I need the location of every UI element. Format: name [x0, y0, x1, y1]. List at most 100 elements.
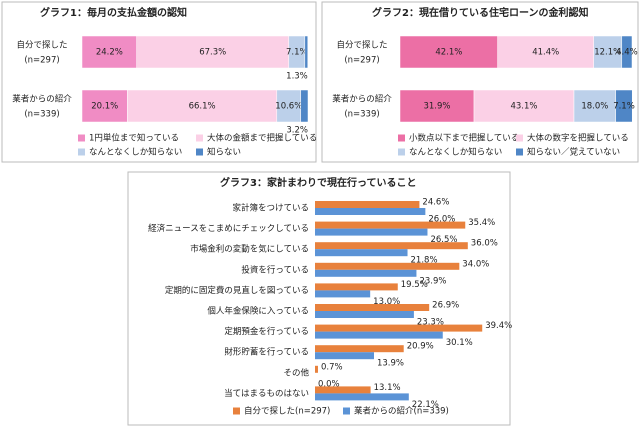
bar-segment	[81, 89, 128, 123]
bar	[315, 324, 483, 332]
legend-label: 知らない／覚えていない	[527, 147, 620, 158]
legend-label: 自分で探した(n=297)	[244, 406, 330, 417]
category-label: 業者からの紹介	[12, 94, 72, 105]
bar-segment	[399, 35, 498, 69]
legend-swatch	[78, 134, 85, 142]
bar-segment	[300, 89, 309, 123]
value-label: 0.7%	[321, 362, 343, 372]
category-label: 自分で探した	[16, 40, 67, 51]
value-label: 24.2%	[96, 48, 123, 58]
value-label: 36.0%	[471, 239, 498, 249]
bar	[315, 228, 428, 236]
category-label: 家計簿をつけている	[232, 203, 309, 214]
category-label: 個人年金保険に入っている	[207, 306, 309, 317]
bar	[315, 290, 371, 298]
legend-swatch	[516, 148, 523, 156]
value-label: 30.1%	[446, 338, 473, 348]
value-label: 23.9%	[419, 276, 446, 286]
bar	[315, 386, 371, 394]
legend-swatch	[78, 148, 85, 156]
value-label: 13.9%	[377, 359, 404, 369]
bar	[315, 221, 466, 229]
legend-label: 小数点以下まで把握している	[409, 133, 519, 144]
value-label: 20.1%	[91, 102, 118, 112]
category-label: 定期預金を行っている	[224, 326, 309, 337]
legend-swatch	[233, 407, 240, 415]
chart-title: グラフ2：現在借りている住宅ローンの金利認知	[372, 6, 588, 19]
value-label: 20.9%	[407, 342, 434, 352]
category-note: (n=297)	[24, 56, 59, 66]
legend-swatch	[196, 134, 203, 142]
value-label: 13.0%	[373, 297, 400, 307]
category-label: 自分で探した	[336, 40, 387, 51]
value-label: 4.4%	[616, 48, 638, 58]
value-label: 39.4%	[485, 321, 512, 331]
value-label: 66.1%	[189, 102, 216, 112]
category-label: 財形貯蓄を行っている	[224, 347, 309, 358]
value-label: 13.1%	[374, 383, 401, 393]
value-label: 7.1%	[613, 102, 635, 112]
value-label: 26.5%	[430, 235, 457, 245]
bar	[315, 242, 468, 250]
value-label: 26.9%	[432, 301, 459, 311]
value-label: 10.6%	[275, 102, 302, 112]
category-label: 経済ニュースをこまめにチェックしている	[148, 223, 309, 234]
bar-segment	[497, 35, 594, 69]
category-label: 定期的に固定費の見直しを図っている	[165, 285, 309, 296]
bar	[315, 345, 404, 353]
bar	[315, 331, 443, 339]
bar	[315, 208, 426, 215]
legend-label: 1円単位まで知っている	[89, 133, 179, 144]
category-note: (n=297)	[344, 56, 379, 66]
legend-label: 知らない	[207, 147, 241, 158]
panel-border	[1, 1, 317, 163]
legend-label: なんとなくしか知らない	[409, 147, 502, 158]
value-label: 19.5%	[401, 280, 428, 290]
value-label: 43.1%	[510, 102, 537, 112]
bar	[315, 283, 398, 291]
bar	[315, 262, 460, 270]
legend-swatch	[398, 148, 405, 156]
category-label: 当てはまるものはない	[224, 388, 309, 399]
value-label: 42.1%	[435, 48, 462, 58]
chart-title: グラフ3：家計まわりで現在行っていること	[220, 176, 416, 189]
bar	[315, 249, 408, 257]
value-label: 35.4%	[468, 218, 495, 228]
legend-label: 大体の金額まで把握している	[207, 133, 317, 144]
panel-border	[127, 171, 511, 426]
legend-label: なんとなくしか知らない	[89, 147, 182, 158]
category-note: (n=339)	[344, 110, 379, 120]
category-note: (n=339)	[24, 110, 59, 120]
value-label: 23.3%	[417, 318, 444, 328]
bar	[315, 365, 318, 373]
bar-segment	[593, 35, 623, 69]
legend-swatch	[398, 134, 405, 142]
legend-swatch	[343, 407, 350, 415]
value-label: 41.4%	[532, 48, 559, 58]
value-label: 22.1%	[412, 400, 439, 410]
value-label: 26.0%	[428, 215, 455, 225]
value-label: 7.1%	[286, 48, 308, 58]
value-label: 12.1%	[594, 48, 621, 58]
bar-segment	[81, 35, 137, 69]
value-label: 18.0%	[581, 102, 608, 112]
panel-border	[321, 1, 639, 163]
legend-swatch	[196, 148, 203, 156]
chart-title: グラフ1：毎月の支払金額の認知	[40, 6, 187, 19]
bar	[315, 304, 430, 311]
bar	[315, 393, 409, 401]
bar	[315, 201, 420, 208]
bar-segment	[621, 35, 633, 69]
legend-label: 業者からの紹介(n=339)	[354, 406, 449, 417]
value-label: 1.3%	[286, 72, 308, 82]
value-label: 3.2%	[286, 126, 308, 136]
value-label: 24.6%	[422, 198, 449, 208]
category-label: 投資を行っている	[241, 264, 309, 275]
value-label: 21.8%	[411, 256, 438, 266]
bar-segment	[304, 35, 309, 69]
bar	[315, 269, 417, 277]
value-label: 34.0%	[462, 259, 489, 269]
bar-segment	[136, 35, 290, 69]
legend-swatch	[516, 134, 523, 142]
